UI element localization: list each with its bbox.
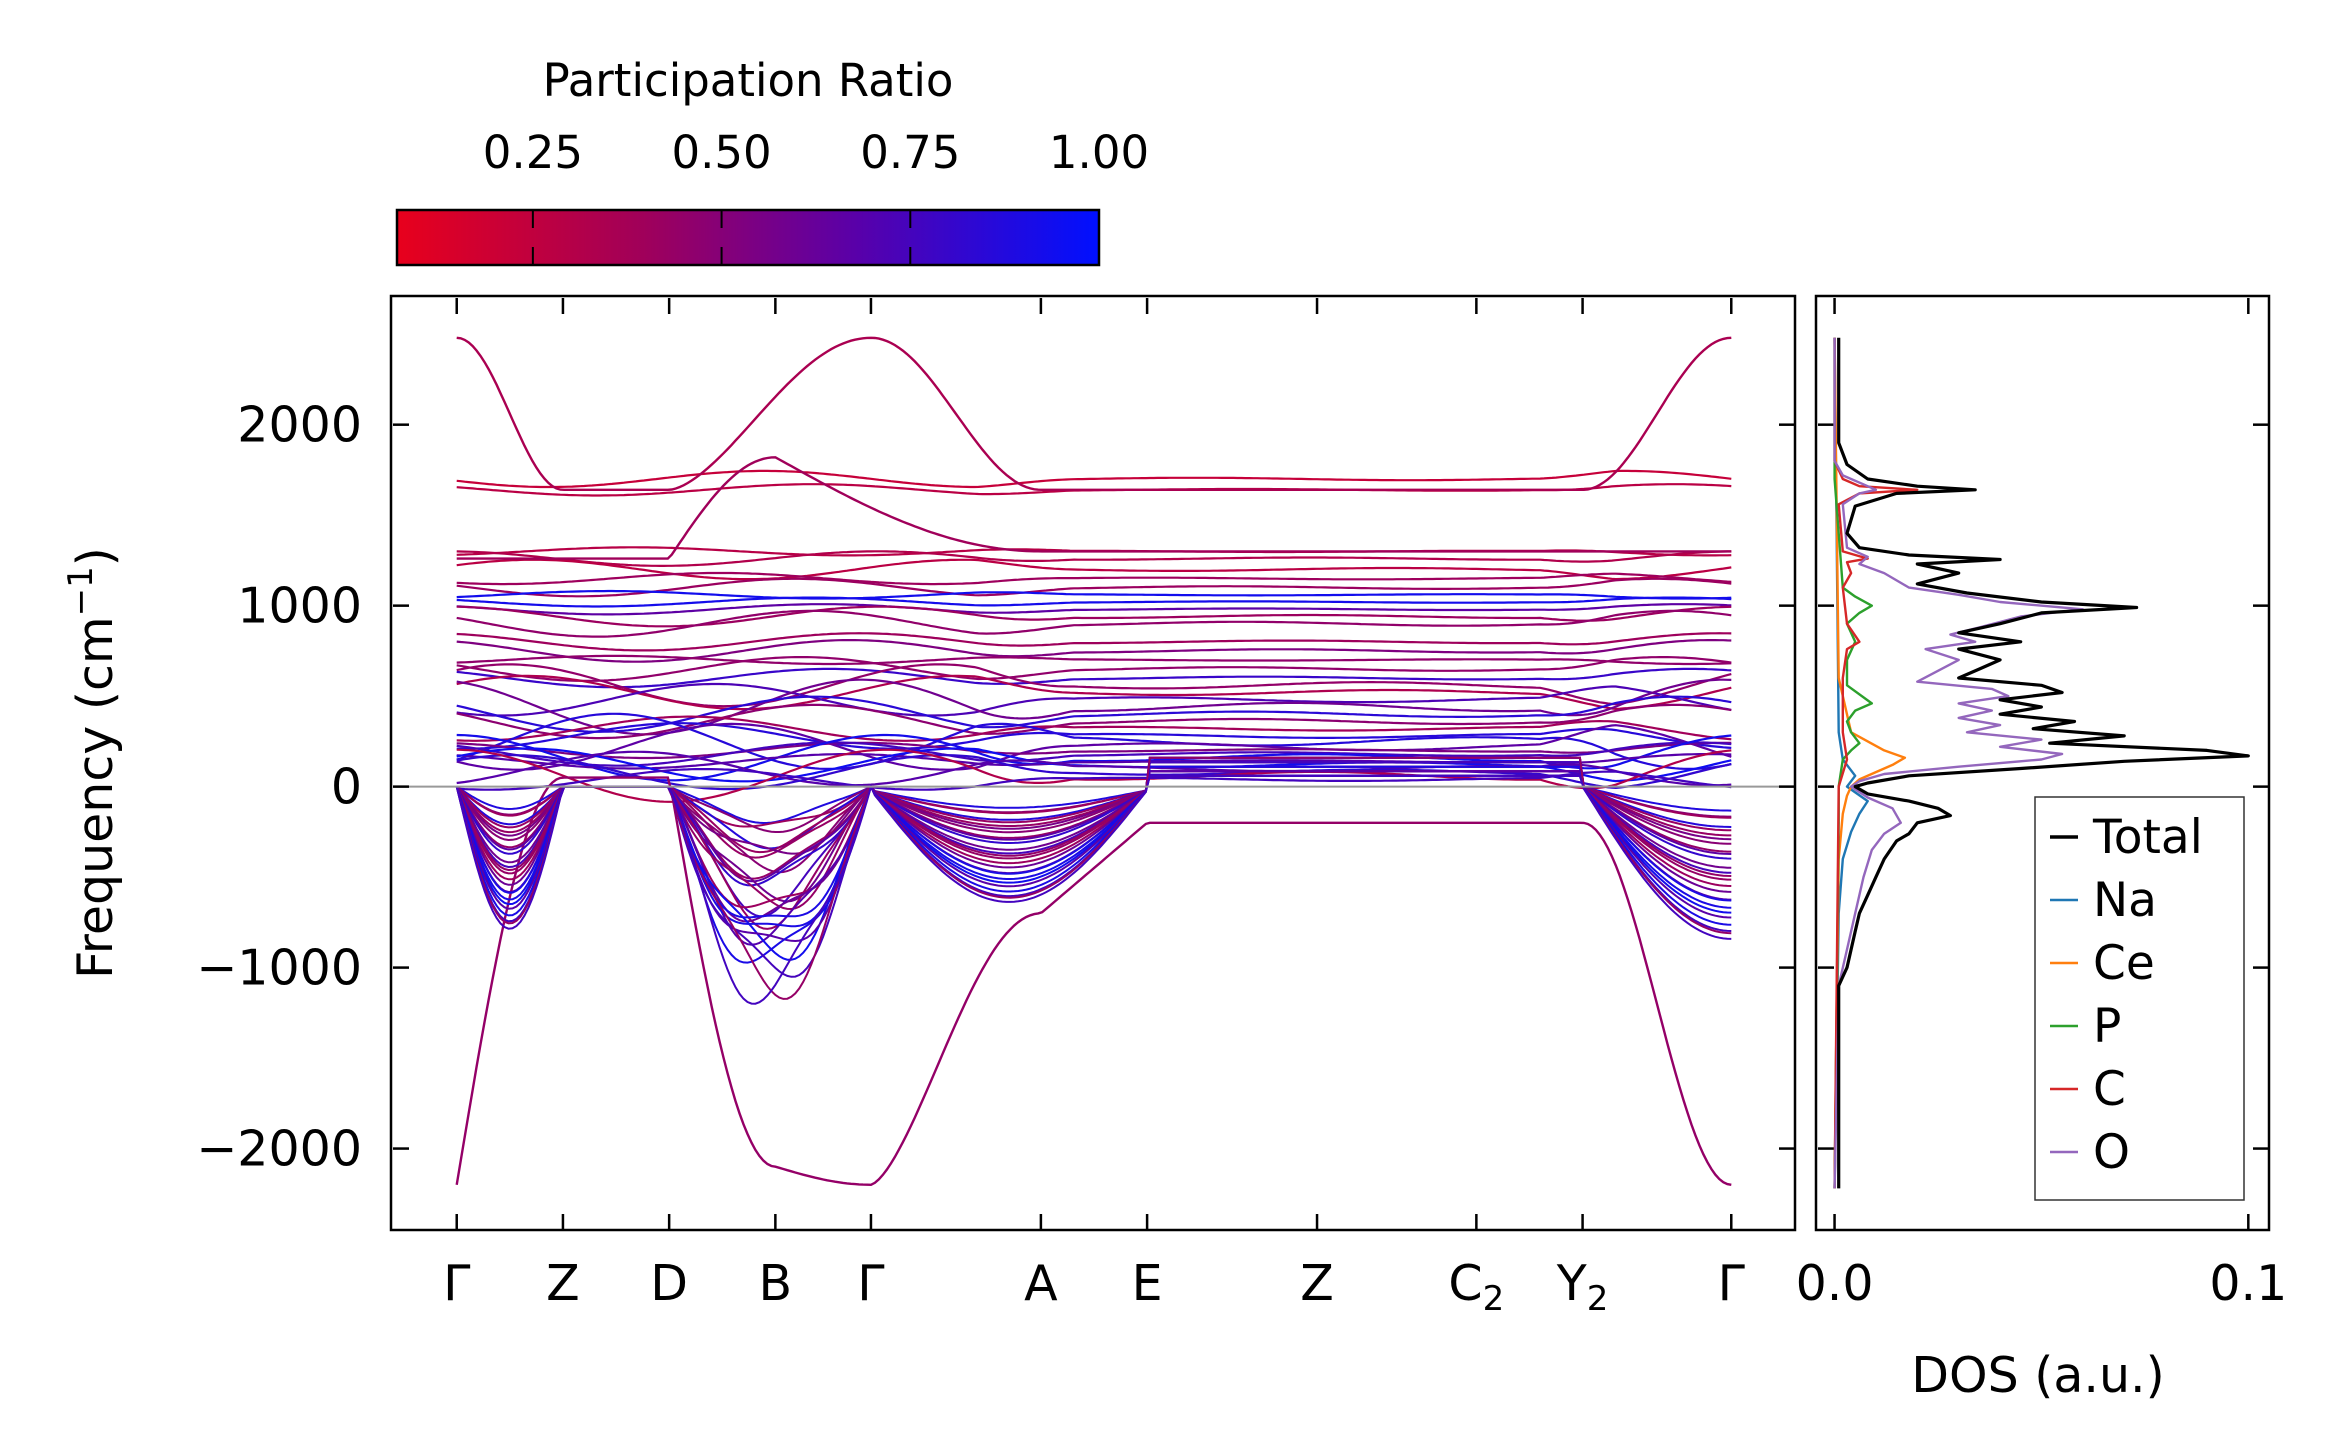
- band-line: [456, 571, 1732, 586]
- band-line: [456, 550, 1732, 567]
- colorbar-tick-label: 1.00: [1049, 126, 1149, 179]
- kpoint-label: A: [1024, 1255, 1058, 1312]
- band-line: [456, 632, 1732, 652]
- kpoint-label: Γ: [1718, 1255, 1746, 1312]
- band-line: [455, 765, 1732, 946]
- band-line: [456, 682, 1732, 717]
- y-tick-label: 1000: [237, 578, 362, 635]
- band-line: [456, 768, 1732, 791]
- band-line: [456, 456, 1732, 560]
- kpoint-label: Z: [546, 1255, 580, 1312]
- band-line: [456, 609, 1732, 638]
- band-line: [456, 336, 1732, 491]
- dos-line-o: [1833, 337, 2084, 1189]
- dos-legend: Total Na Ce PCO: [2034, 796, 2245, 1201]
- dos-line-total: [1837, 337, 2250, 1189]
- legend-label: Ce: [2093, 936, 2155, 991]
- band-line: [456, 605, 1732, 628]
- band-line: [456, 654, 1732, 666]
- band-line: [455, 765, 1732, 964]
- y-tick-label: 0: [331, 759, 362, 816]
- band-line: [456, 741, 1732, 760]
- legend-label: C: [2093, 1062, 2126, 1117]
- colorbar-tick-label: 0.25: [483, 126, 583, 179]
- band-line: [455, 774, 1732, 1005]
- legend-frame: [2034, 796, 2245, 1201]
- colorbar-tick-label: 0.75: [860, 126, 960, 179]
- dos-axes-frame: [1814, 294, 2271, 1232]
- dos-x-tick-label: 0.1: [2209, 1255, 2287, 1312]
- kpoint-label: D: [650, 1255, 688, 1312]
- colorbar-title: Participation Ratio: [543, 54, 954, 107]
- band-line: [455, 770, 1732, 923]
- kpoint-label: Γ: [443, 1255, 471, 1312]
- band-line: [456, 674, 1732, 711]
- band-line: [456, 596, 1732, 608]
- y-tick-label: −1000: [196, 940, 362, 997]
- band-axes-frame: [389, 294, 1797, 1232]
- y-tick-label: −2000: [196, 1121, 362, 1178]
- band-line: [455, 761, 1732, 911]
- band-line: [456, 656, 1732, 682]
- y-axis-label: Frequency (cm−1): [61, 547, 124, 979]
- band-line: [456, 589, 1732, 600]
- band-line: [456, 712, 1732, 770]
- band-line: [456, 741, 1732, 767]
- dos-line-na: [1833, 337, 1869, 1189]
- band-line: [455, 756, 1732, 1000]
- dos-x-tick-label: 0.0: [1796, 1255, 1874, 1312]
- kpoint-label: Γ: [857, 1255, 885, 1312]
- band-line: [455, 776, 1732, 1187]
- band-structure-panel: 2000 1000 0 −1000 −2000 Γ Z D B Γ A E Z C2 Y2 Γ Freque…: [61, 294, 2269, 1319]
- dos-x-axis-label: DOS (a.u.): [1911, 1347, 2164, 1404]
- band-line: [456, 722, 1732, 771]
- band-line: [456, 639, 1732, 663]
- kpoint-label: B: [759, 1255, 793, 1312]
- band-line: [456, 748, 1732, 803]
- kpoint-label: E: [1132, 1255, 1163, 1312]
- band-line: [456, 703, 1732, 740]
- kpoint-label: Z: [1300, 1255, 1334, 1312]
- legend-label: Total: [2092, 810, 2203, 865]
- band-line: [456, 469, 1732, 489]
- band-line: [456, 577, 1732, 598]
- band-line: [456, 603, 1732, 616]
- band-line: [456, 715, 1732, 742]
- kpoint-label: Y2: [1556, 1255, 1609, 1319]
- y-tick-label: 2000: [237, 397, 362, 454]
- legend-label: Na: [2093, 873, 2157, 928]
- legend-label: O: [2093, 1125, 2130, 1180]
- colorbar-bar: [395, 208, 1101, 267]
- dos-panel: 0.0 0.1 DOS (a.u.) Total Na Ce PCO: [1796, 294, 2287, 1404]
- colorbar: Participation Ratio 0.25 0.50 0.75 1.00: [395, 54, 1149, 267]
- kpoint-label: C2: [1448, 1255, 1504, 1319]
- colorbar-tick-label: 0.50: [671, 126, 771, 179]
- band-line: [455, 770, 1732, 943]
- legend-label: P: [2093, 999, 2121, 1054]
- band-line: [456, 667, 1732, 689]
